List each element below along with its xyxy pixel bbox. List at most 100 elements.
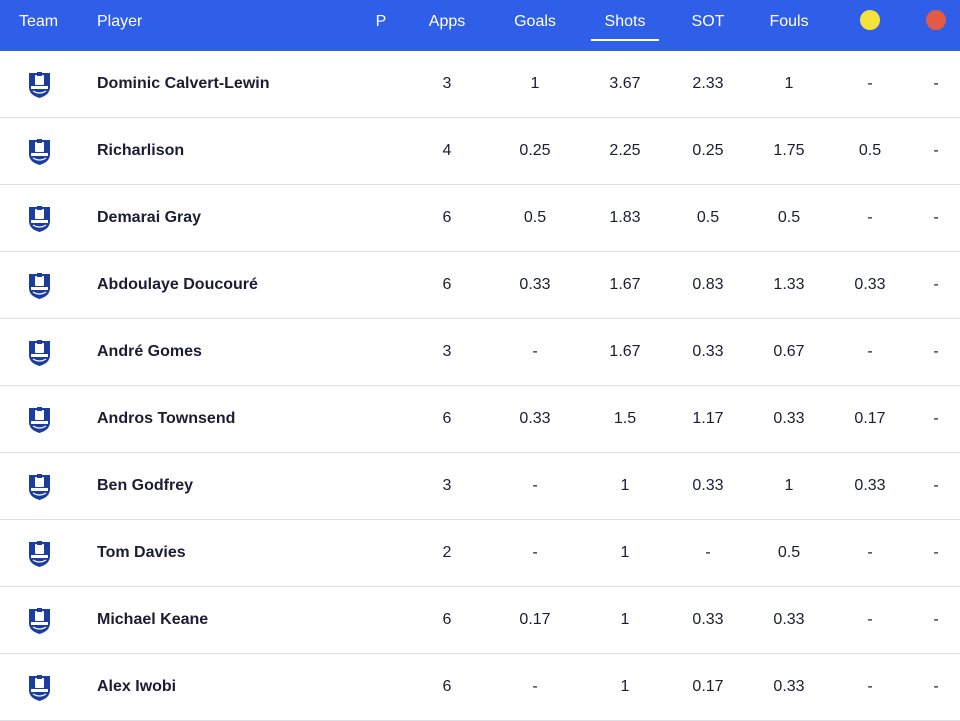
cell-fouls: 1 [784,477,794,494]
player-name[interactable]: André Gomes [97,343,202,360]
cell-apps: 2 [442,544,452,561]
cell-goals: 1 [530,75,540,92]
team-crest-icon [26,471,53,501]
cell-shots: 1 [620,544,630,561]
cell-fouls: 0.33 [773,410,805,427]
table-row[interactable]: Dominic Calvert-Lewin 3 1 3.67 2.33 1 - - [0,51,960,118]
column-header-red-cards[interactable] [916,0,956,51]
cell-shots: 1 [620,678,630,695]
player-name[interactable]: Andros Townsend [97,410,236,427]
table-row[interactable]: Andros Townsend 6 0.33 1.5 1.17 0.33 0.17 - [0,386,960,453]
cell-apps: 4 [442,142,452,159]
table-row[interactable]: Richarlison 4 0.25 2.25 0.25 1.75 0.5 - [0,118,960,185]
cell-red: - [933,343,939,360]
player-name[interactable]: Michael Keane [97,611,209,628]
table-header: Team Player P Apps Goals Shots SOT Fouls [0,0,960,51]
column-header-yellow-cards[interactable] [850,0,890,51]
cell-fouls: 0.5 [777,544,801,561]
column-header-sot[interactable]: SOT [691,13,725,30]
column-header-player[interactable]: Player [97,13,143,30]
team-crest-icon [26,203,53,233]
yellow-card-icon [860,10,880,31]
team-crest-icon [26,672,53,702]
player-name[interactable]: Abdoulaye Doucouré [97,276,258,293]
table-row[interactable]: André Gomes 3 - 1.67 0.33 0.67 - - [0,319,960,386]
cell-yellow: - [867,343,873,360]
cell-sot: 2.33 [692,75,724,92]
column-header-p[interactable]: P [375,13,387,30]
cell-shots: 1.67 [609,343,641,360]
player-name[interactable]: Demarai Gray [97,209,202,226]
cell-red: - [933,611,939,628]
cell-apps: 3 [442,477,452,494]
cell-yellow: - [867,611,873,628]
cell-sot: 0.5 [696,209,720,226]
cell-fouls: 0.33 [773,611,805,628]
cell-apps: 6 [442,678,452,695]
cell-shots: 1.67 [609,276,641,293]
cell-yellow: 0.5 [858,142,882,159]
team-crest-icon [26,337,53,367]
cell-goals: 0.33 [519,410,551,427]
team-crest-icon [26,270,53,300]
column-header-apps[interactable]: Apps [428,13,466,30]
cell-fouls: 1.75 [773,142,805,159]
cell-goals: - [532,343,538,360]
cell-red: - [933,142,939,159]
column-header-goals[interactable]: Goals [514,13,556,30]
column-header-shots[interactable]: Shots [591,0,659,51]
cell-apps: 6 [442,209,452,226]
cell-yellow: 0.33 [854,276,886,293]
cell-red: - [933,75,939,92]
team-crest-icon [26,538,53,568]
cell-sot: 0.17 [692,678,724,695]
cell-sot: 1.17 [692,410,724,427]
cell-sot: 0.25 [692,142,724,159]
player-name[interactable]: Alex Iwobi [97,678,177,695]
table-row[interactable]: Abdoulaye Doucouré 6 0.33 1.67 0.83 1.33 0.33 - [0,252,960,319]
table-row[interactable]: Michael Keane 6 0.17 1 0.33 0.33 - - [0,587,960,654]
cell-shots: 1.5 [613,410,637,427]
table-row[interactable]: Demarai Gray 6 0.5 1.83 0.5 0.5 - - [0,185,960,252]
stats-table-body: Dominic Calvert-Lewin 3 1 3.67 2.33 1- - Richar… [0,51,960,721]
cell-goals: - [532,678,538,695]
cell-yellow: 0.17 [854,410,886,427]
cell-goals: 0.25 [519,142,551,159]
cell-goals: - [532,477,538,494]
player-name[interactable]: Ben Godfrey [97,477,194,494]
team-crest-icon [26,404,53,434]
cell-goals: 0.17 [519,611,551,628]
cell-red: - [933,678,939,695]
column-header-team[interactable]: Team [19,13,59,30]
cell-red: - [933,209,939,226]
player-name[interactable]: Tom Davies [97,544,186,561]
red-card-icon [926,10,946,31]
player-name[interactable]: Richarlison [97,142,185,159]
cell-red: - [933,410,939,427]
table-row[interactable]: Alex Iwobi 6 - 1 0.17 0.33 - - [0,654,960,721]
cell-goals: - [532,544,538,561]
cell-sot: - [705,544,711,561]
column-header-fouls[interactable]: Fouls [769,13,809,30]
cell-fouls: 1 [784,75,794,92]
cell-fouls: 0.67 [773,343,805,360]
cell-sot: 0.33 [692,477,724,494]
cell-fouls: 1.33 [773,276,805,293]
player-name[interactable]: Dominic Calvert-Lewin [97,75,270,92]
team-crest-icon [26,605,53,635]
cell-sot: 0.33 [692,343,724,360]
cell-sot: 0.33 [692,611,724,628]
cell-red: - [933,544,939,561]
cell-apps: 6 [442,276,452,293]
cell-apps: 6 [442,410,452,427]
cell-yellow: - [867,209,873,226]
cell-shots: 2.25 [609,142,641,159]
cell-shots: 1.83 [609,209,641,226]
cell-apps: 3 [442,75,452,92]
cell-shots: 1 [620,611,630,628]
cell-apps: 3 [442,343,452,360]
table-row[interactable]: Ben Godfrey 3 - 1 0.33 1 0.33 - [0,453,960,520]
cell-shots: 3.67 [609,75,641,92]
cell-shots: 1 [620,477,630,494]
table-row[interactable]: Tom Davies 2 - 1 - 0.5 - - [0,520,960,587]
